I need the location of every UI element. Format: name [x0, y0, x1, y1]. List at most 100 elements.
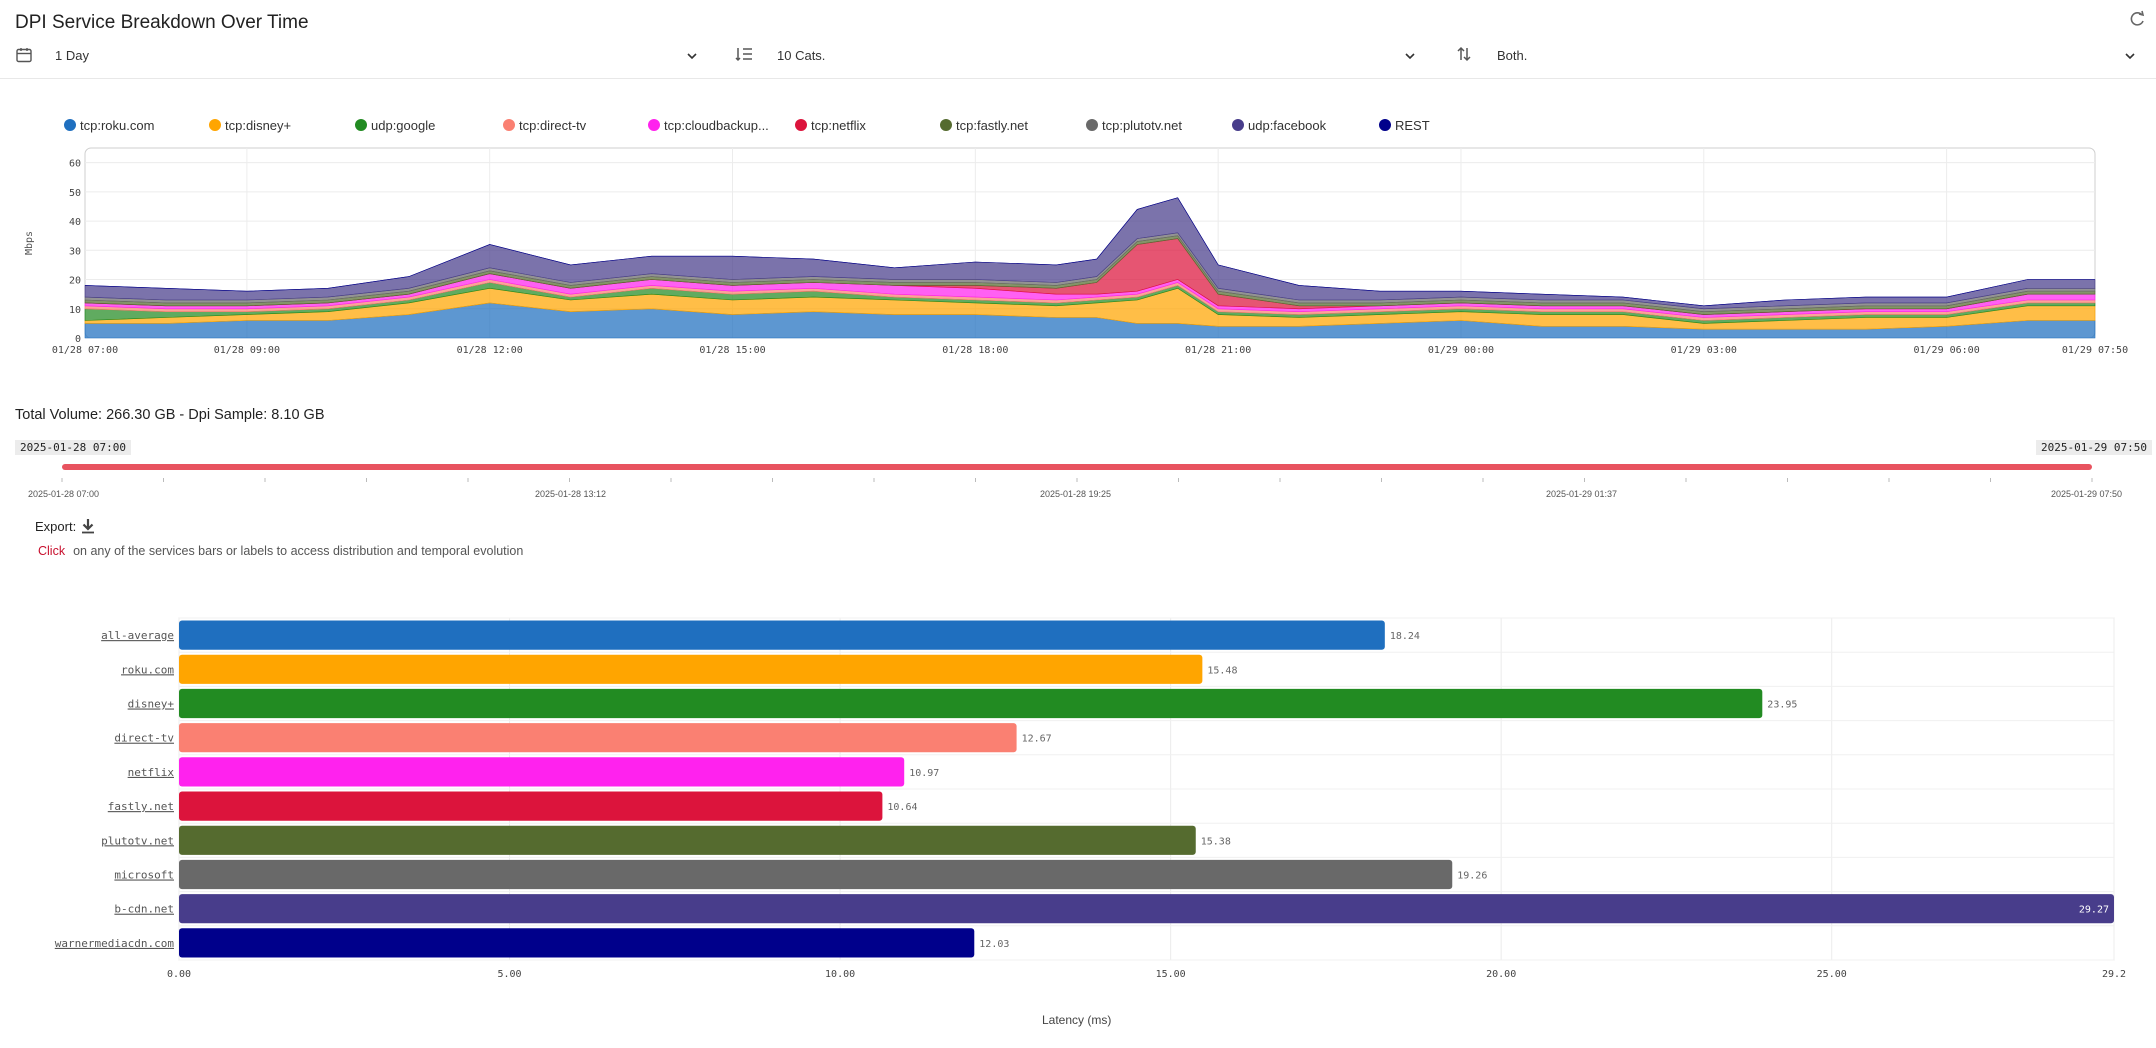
- category-link-microsoft[interactable]: microsoft: [114, 869, 174, 882]
- legend-label: tcp:plutotv.net: [1102, 117, 1182, 133]
- categories-select[interactable]: 10 Cats.: [777, 46, 1417, 66]
- bar-direct-tv[interactable]: [179, 723, 1017, 753]
- category-link-b-cdn-net[interactable]: b-cdn.net: [114, 903, 174, 916]
- direction-select-value: Both.: [1497, 48, 1528, 63]
- legend-label: tcp:roku.com: [80, 117, 155, 133]
- y-axis-label: Mbps: [24, 231, 35, 255]
- timeline-tick-label: 2025-01-29 01:37: [1546, 489, 1618, 499]
- legend-item-tcp-disney[interactable]: tcp:disney+: [209, 116, 291, 134]
- legend-label: udp:google: [371, 117, 436, 133]
- legend-item-rest[interactable]: REST: [1379, 116, 1430, 134]
- legend-item-tcp-netflix[interactable]: tcp:netflix: [795, 116, 866, 134]
- category-link-fastly-net[interactable]: fastly.net: [108, 800, 174, 813]
- legend-label: tcp:cloudbackup...: [664, 117, 769, 133]
- timeline-tick-label: 2025-01-29 07:50: [2051, 489, 2123, 499]
- bar-b-cdn-net[interactable]: [179, 894, 2114, 924]
- y-tick-label: 50: [69, 188, 81, 199]
- x-tick-label: 01/28 09:00: [214, 345, 280, 356]
- category-link-disney[interactable]: disney+: [128, 698, 175, 711]
- bar-value-label: 15.48: [1207, 665, 1237, 676]
- x-tick-label: 01/29 07:50: [2062, 345, 2128, 356]
- chevron-down-icon: [1405, 53, 1415, 60]
- legend-dot: [940, 119, 952, 131]
- export-label: Export:: [35, 518, 77, 534]
- x-tick-label: 01/29 00:00: [1428, 345, 1494, 356]
- bar-netflix[interactable]: [179, 757, 905, 787]
- chevron-down-icon: [2125, 53, 2135, 60]
- traffic-area-chart[interactable]: 0 10 20 30 40 50 60 01/28 07:00 01/28 09:00 01/28…: [0, 140, 2156, 370]
- timeline-range-slider[interactable]: [62, 464, 2092, 470]
- legend-label: tcp:netflix: [811, 117, 866, 133]
- x-tick-label: 01/29 03:00: [1671, 345, 1737, 356]
- x-tick-label: 01/28 21:00: [1185, 345, 1251, 356]
- y-tick-label: 20: [69, 276, 81, 287]
- legend-dot: [1232, 119, 1244, 131]
- category-link-direct-tv[interactable]: direct-tv: [114, 732, 174, 745]
- y-tick-label: 40: [69, 217, 81, 228]
- legend-item-udp-google[interactable]: udp:google: [355, 116, 435, 134]
- bar-warnermediacdn-com[interactable]: [179, 928, 975, 958]
- legend-label: REST: [1395, 117, 1430, 133]
- bar-all-average[interactable]: [179, 620, 1385, 650]
- timeline-tick-label: 2025-01-28 07:00: [28, 489, 100, 499]
- legend-item-tcp-plutotv-net[interactable]: tcp:plutotv.net: [1086, 116, 1182, 134]
- legend-item-tcp-direct-tv[interactable]: tcp:direct-tv: [503, 116, 586, 134]
- legend-label: udp:facebook: [1248, 117, 1327, 133]
- category-link-roku-com[interactable]: roku.com: [121, 663, 174, 676]
- category-link-netflix[interactable]: netflix: [128, 766, 175, 779]
- category-link-all-average[interactable]: all-average: [101, 629, 174, 642]
- legend-label: tcp:disney+: [225, 117, 292, 133]
- bar-fastly-net[interactable]: [179, 791, 883, 821]
- sort-list-icon: [735, 48, 752, 62]
- calendar-icon: [16, 48, 32, 63]
- latency-bar-chart[interactable]: 0.00 5.00 10.00 15.00 20.00 25.00 29.2 all-aver…: [0, 610, 2156, 980]
- x-tick-label: 01/29 06:00: [1913, 345, 1979, 356]
- download-icon[interactable]: [80, 518, 96, 534]
- period-select[interactable]: 1 Day: [55, 46, 699, 66]
- timeline-ticks: [61, 478, 2093, 482]
- bar-disney[interactable]: [179, 688, 1763, 719]
- legend-dot: [648, 119, 660, 131]
- bar-x-tick-label: 29.2: [2102, 969, 2126, 980]
- timeline-end-badge: 2025-01-29 07:50: [2036, 440, 2152, 455]
- page-title: DPI Service Breakdown Over Time: [15, 12, 309, 33]
- bar-microsoft[interactable]: [179, 859, 1453, 890]
- x-tick-label: 01/28 07:00: [52, 345, 118, 356]
- x-tick-label: 01/28 12:00: [457, 345, 523, 356]
- legend-item-tcp-roku-com[interactable]: tcp:roku.com: [64, 116, 154, 134]
- bar-value-label: 10.97: [909, 768, 939, 779]
- area-series-rest[interactable]: [84, 197, 2095, 307]
- bar-plutotv-net[interactable]: [179, 825, 1196, 855]
- legend-label: tcp:fastly.net: [956, 117, 1029, 133]
- legend-dot: [1086, 119, 1098, 131]
- export-control: Export:: [35, 518, 96, 534]
- legend-label: tcp:direct-tv: [519, 117, 587, 133]
- chevron-down-icon: [687, 53, 697, 60]
- bar-x-tick-label: 5.00: [497, 969, 521, 980]
- category-link-warnermediacdn-com[interactable]: warnermediacdn.com: [55, 937, 175, 950]
- categories-select-value: 10 Cats.: [777, 48, 826, 63]
- bar-roku-com[interactable]: [179, 654, 1203, 684]
- direction-select[interactable]: Both.: [1497, 46, 2137, 66]
- swap-vertical-icon: [1457, 46, 1471, 62]
- legend-dot: [795, 119, 807, 131]
- instruction-hint: Click on any of the services bars or labe…: [38, 544, 523, 558]
- y-tick-label: 30: [69, 246, 81, 257]
- bar-chart-xlabel: Latency (ms): [1042, 1013, 1112, 1027]
- legend-item-udp-facebook[interactable]: udp:facebook: [1232, 116, 1326, 134]
- legend-item-tcp-cloudbackup[interactable]: tcp:cloudbackup...: [648, 116, 769, 134]
- legend-item-tcp-fastly-net[interactable]: tcp:fastly.net: [940, 116, 1028, 134]
- category-link-plutotv-net[interactable]: plutotv.net: [101, 834, 174, 847]
- total-volume-text: Total Volume: 266.30 GB - Dpi Sample: 8.…: [15, 407, 325, 423]
- refresh-icon[interactable]: [2128, 10, 2146, 28]
- period-select-value: 1 Day: [55, 48, 89, 63]
- legend-dot: [64, 119, 76, 131]
- bar-value-label: 18.24: [1390, 631, 1420, 642]
- x-tick-label: 01/28 15:00: [699, 345, 765, 356]
- bar-x-tick-label: 15.00: [1156, 969, 1186, 980]
- bar-x-tick-label: 20.00: [1486, 969, 1516, 980]
- legend-dot: [209, 119, 221, 131]
- bar-value-label: 10.64: [887, 802, 917, 813]
- bar-value-label: 29.27: [2079, 905, 2109, 916]
- x-tick-label: 01/28 18:00: [942, 345, 1008, 356]
